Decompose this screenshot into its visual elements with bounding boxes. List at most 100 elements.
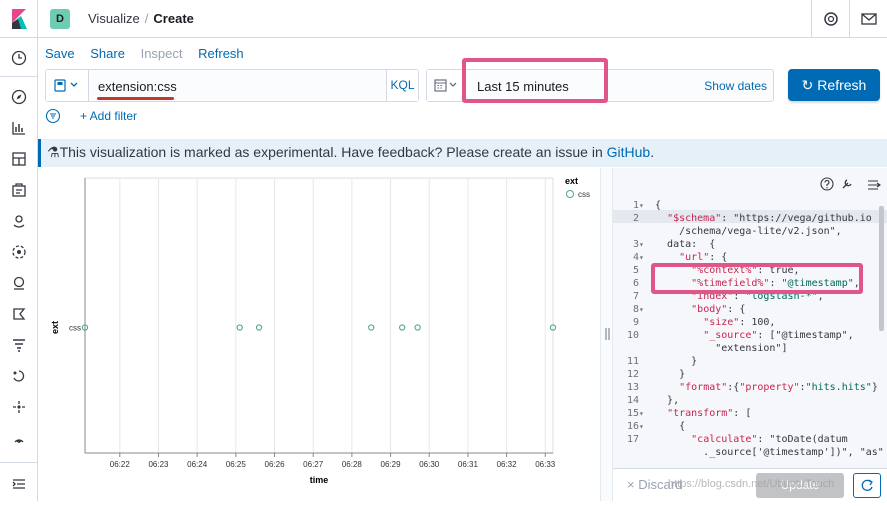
code-line[interactable]: 2 "$schema": "https://vega/github.io [613, 212, 872, 225]
code-line[interactable]: ._source['@timestamp'])", "as" [613, 446, 884, 459]
add-filter-button[interactable]: + Add filter [80, 109, 138, 123]
line-number: 9 [632, 317, 639, 328]
fold-arrow-icon[interactable]: ▾ [639, 240, 644, 249]
newsfeed-button[interactable] [849, 0, 887, 38]
save-link[interactable]: Save [45, 46, 75, 61]
machine-learning-icon[interactable] [11, 244, 27, 260]
fold-arrow-icon[interactable]: ▾ [639, 201, 644, 210]
code-line[interactable]: "extension"] [613, 342, 787, 355]
query-annotation-underline [97, 97, 174, 100]
recently-viewed-clock-icon[interactable] [11, 50, 27, 66]
breadcrumb-create: Create [153, 11, 194, 26]
code-line[interactable]: 11 } [613, 355, 697, 368]
code-line[interactable]: 6 "%timefield%": "@timestamp", [613, 277, 860, 290]
code-line[interactable]: 4▾ "url": { [613, 251, 727, 264]
refresh-label: Refresh [817, 77, 867, 93]
code-line[interactable]: 13 "format":{"property":"hits.hits"} [613, 381, 878, 394]
code-line[interactable]: 3▾ data: { [613, 238, 715, 251]
watermark: https://blog.csdn.net/UbuntuTouch [668, 478, 835, 490]
space-avatar[interactable]: D [50, 9, 70, 29]
context-timefield-highlight [651, 263, 863, 294]
query-language-switcher[interactable]: KQL [386, 70, 418, 101]
data-point[interactable] [81, 324, 89, 331]
apm-icon[interactable] [11, 337, 27, 353]
data-point[interactable] [399, 324, 406, 331]
editor-footer: × Discard Update [613, 468, 887, 501]
code-line[interactable]: 5 "%context%": true, [613, 264, 800, 277]
help-icon[interactable] [820, 177, 834, 191]
visualize-chart-icon[interactable] [11, 120, 27, 136]
line-number: 11 [626, 356, 639, 367]
discard-button[interactable]: × Discard [627, 477, 683, 492]
code-text: data: { [649, 239, 716, 250]
line-number: 3 [632, 239, 639, 250]
help-menu-button[interactable] [811, 0, 849, 38]
auto-apply-button[interactable] [853, 473, 881, 498]
monitoring-icon[interactable] [11, 430, 27, 446]
canvas-icon[interactable] [11, 182, 27, 198]
time-range-value[interactable]: Last 15 minutes [477, 79, 569, 94]
breadcrumb-visualize[interactable]: Visualize [88, 11, 140, 26]
collapse-editor-icon[interactable] [867, 177, 881, 191]
wrench-options-icon[interactable] [840, 176, 855, 191]
show-dates-button[interactable]: Show dates [704, 79, 767, 93]
dock-navigation-icon[interactable] [11, 476, 27, 492]
data-point[interactable] [549, 324, 557, 331]
y-tick-label: css [69, 324, 81, 333]
fold-arrow-icon[interactable]: ▾ [639, 422, 644, 431]
code-line[interactable]: 16▾ { [613, 420, 685, 433]
y-axis-title: ext [50, 321, 60, 334]
code-line[interactable]: /schema/vega-lite/v2.json", [613, 225, 842, 238]
x-tick-label: 06:25 [226, 460, 247, 469]
code-line[interactable]: 12 } [613, 368, 685, 381]
filter-options-icon[interactable] [45, 108, 61, 124]
infrastructure-icon[interactable] [11, 275, 27, 291]
code-line[interactable]: 15▾ "transform": [ [613, 407, 751, 420]
banner-suffix: . [650, 144, 655, 160]
editor-scrollbar[interactable] [879, 206, 884, 331]
breadcrumb: Visualize / Create [88, 11, 194, 26]
uptime-icon[interactable] [11, 368, 27, 384]
discover-compass-icon[interactable] [11, 89, 27, 105]
refresh-link[interactable]: Refresh [198, 46, 244, 61]
saved-query-button[interactable] [46, 70, 89, 101]
code-line[interactable]: 7 "index": "logstash-*", [613, 290, 824, 303]
code-text: "_source": ["@timestamp", [703, 330, 854, 341]
update-button[interactable]: Update [756, 473, 844, 498]
quick-select-button[interactable] [427, 70, 464, 101]
breadcrumb-separator: / [144, 11, 149, 26]
code-line[interactable]: 14 }, [613, 394, 679, 407]
fold-arrow-icon[interactable]: ▾ [639, 253, 644, 262]
code-line[interactable]: 8▾ "body": { [613, 303, 745, 316]
fold-arrow-icon[interactable]: ▾ [639, 305, 644, 314]
dashboard-icon[interactable] [11, 151, 27, 167]
github-link[interactable]: GitHub [606, 144, 651, 160]
code-line[interactable]: 1▾ { [613, 199, 661, 212]
code-text: "$schema": "https://vega/github.io [667, 213, 872, 224]
fold-arrow-icon[interactable]: ▾ [639, 409, 644, 418]
data-point[interactable] [414, 324, 421, 331]
vega-spec-editor[interactable]: 1▾ {2 "$schema": "https://vega/github.io… [613, 168, 887, 501]
data-point[interactable] [255, 324, 263, 331]
line-number: 12 [626, 369, 639, 380]
line-number: 5 [632, 265, 639, 276]
kibana-logo[interactable] [0, 0, 38, 38]
data-point[interactable] [368, 324, 375, 331]
code-line[interactable]: 10 "_source": ["@timestamp", [613, 329, 854, 342]
code-line[interactable]: 9 "size": 100, [613, 316, 775, 329]
x-tick-label: 06:28 [342, 460, 363, 469]
panel-resizer[interactable] [600, 168, 613, 501]
x-tick-label: 06:26 [265, 460, 286, 469]
code-text: { [649, 200, 662, 211]
refresh-icon [861, 479, 873, 491]
dev-tools-icon[interactable] [11, 399, 27, 415]
line-number: 15 [626, 408, 639, 419]
query-input[interactable]: extension:css [98, 79, 177, 94]
share-link[interactable]: Share [90, 46, 125, 61]
legend-label: css [578, 190, 590, 199]
data-point[interactable] [236, 324, 243, 331]
refresh-button[interactable]: ↻ Refresh [788, 69, 880, 101]
code-line[interactable]: 17 "calculate": "toDate(datum [613, 433, 848, 446]
maps-pin-icon[interactable] [11, 213, 27, 229]
logs-icon[interactable] [11, 306, 27, 322]
